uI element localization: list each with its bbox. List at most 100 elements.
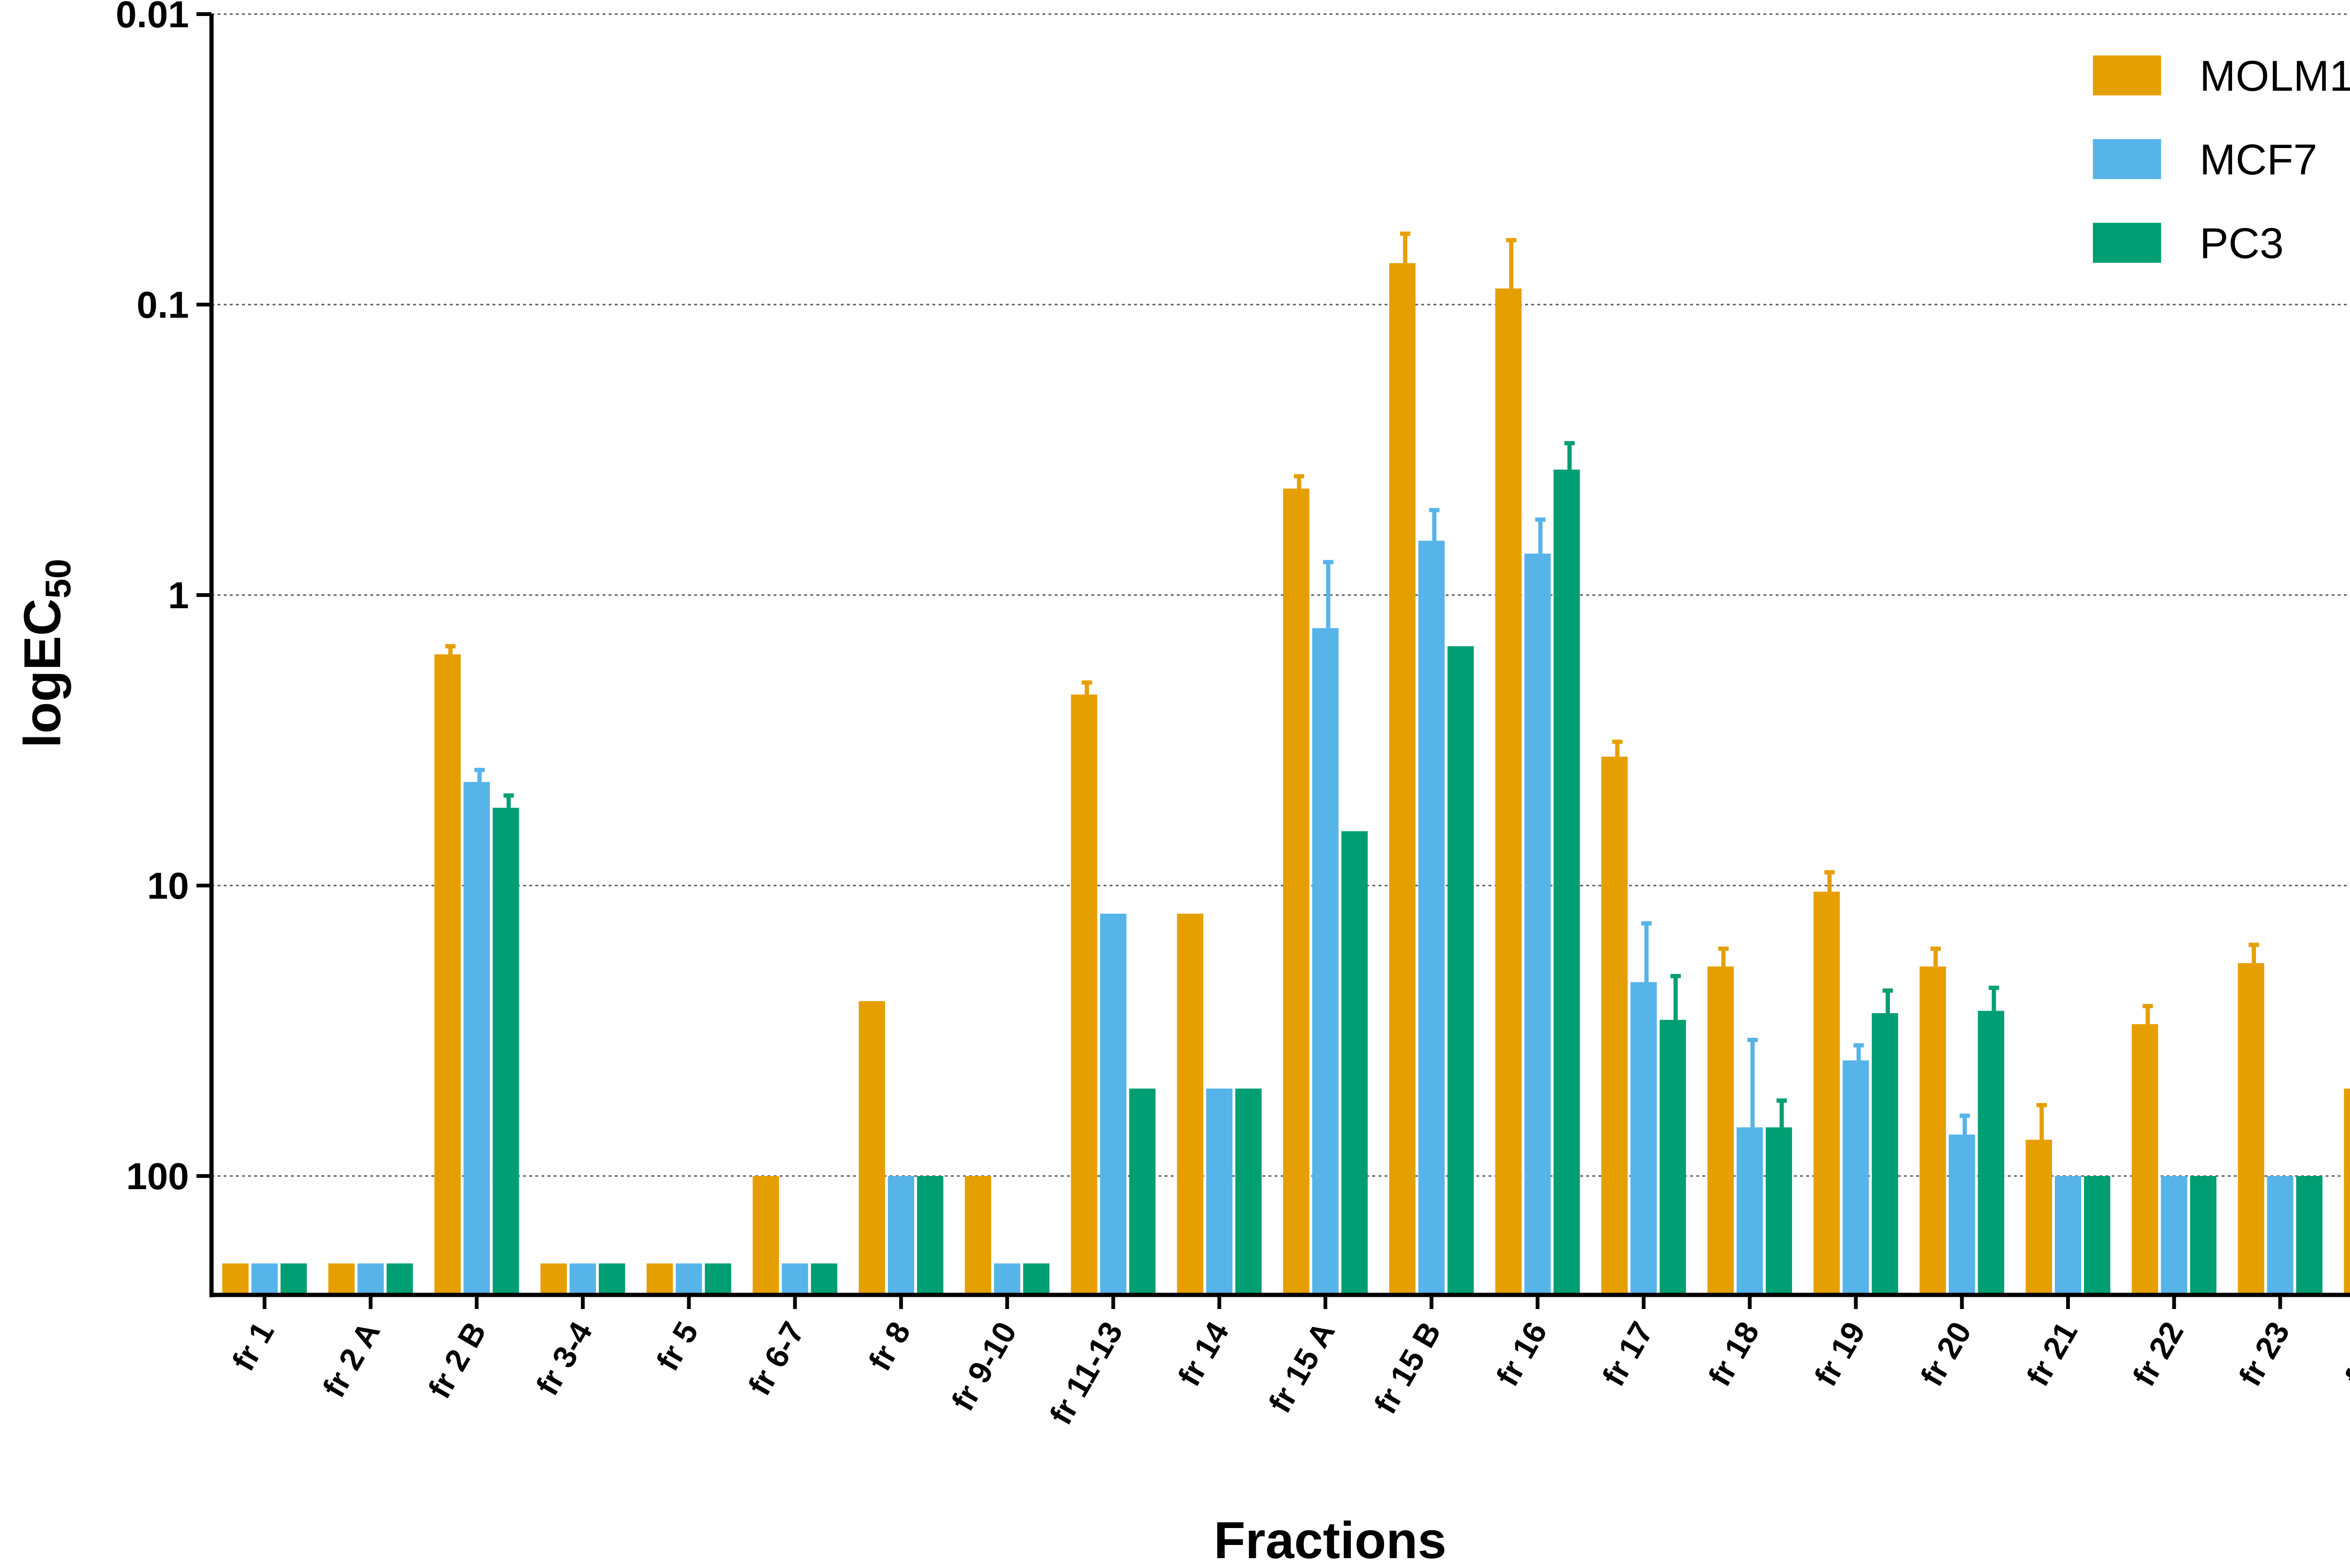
bar-molm13 bbox=[2238, 963, 2264, 1295]
bar-molm13 bbox=[859, 1001, 885, 1295]
bar-pc3 bbox=[1129, 1088, 1156, 1295]
bar-mcf7 bbox=[1630, 982, 1657, 1295]
bar-pc3 bbox=[1447, 646, 1474, 1295]
bar-mcf7 bbox=[1949, 1134, 1975, 1295]
bar-molm13 bbox=[752, 1176, 779, 1295]
x-tick-label: fr 1 bbox=[225, 1316, 281, 1377]
legend: MOLM13 MCF7 PC3 bbox=[2093, 52, 2350, 267]
bar-molm13 bbox=[1283, 488, 1309, 1295]
bar-molm13 bbox=[1601, 756, 1628, 1295]
bar-mcf7 bbox=[1100, 913, 1127, 1295]
x-tick-label: fr 24 bbox=[2338, 1316, 2350, 1392]
y-tick-label: 10 bbox=[147, 865, 189, 907]
bar-pc3 bbox=[811, 1263, 838, 1295]
bar-pc3 bbox=[1660, 1019, 1686, 1295]
x-tick-label: fr 22 bbox=[2126, 1316, 2191, 1392]
x-tick-label: fr 21 bbox=[2020, 1316, 2084, 1392]
x-tick-label: fr 6-7 bbox=[741, 1316, 811, 1402]
axes bbox=[209, 14, 2350, 1297]
bar-mcf7 bbox=[357, 1263, 384, 1295]
legend-swatch-molm13 bbox=[2093, 55, 2161, 95]
x-tick-label: fr 14 bbox=[1171, 1316, 1236, 1392]
bar-pc3 bbox=[1765, 1127, 1792, 1295]
x-tick-label: fr 19 bbox=[1808, 1316, 1872, 1392]
legend-label-pc3: PC3 bbox=[2200, 220, 2284, 267]
bar-mcf7 bbox=[2161, 1176, 2187, 1295]
bar-molm13 bbox=[328, 1263, 355, 1295]
legend-label-mcf7: MCF7 bbox=[2200, 136, 2317, 184]
bar-molm13 bbox=[1071, 694, 1097, 1295]
bar-mcf7 bbox=[570, 1263, 596, 1295]
bar-pc3 bbox=[1872, 1013, 1898, 1295]
y-tick-label: 0.01 bbox=[116, 0, 189, 35]
x-tick-label: fr 11-13 bbox=[1043, 1316, 1130, 1431]
bar-molm13 bbox=[2026, 1139, 2052, 1295]
x-tick-label: fr 3-4 bbox=[529, 1316, 599, 1401]
bar-mcf7 bbox=[463, 782, 490, 1295]
x-tick-label: fr 15 A bbox=[1262, 1316, 1342, 1419]
bar-pc3 bbox=[1023, 1263, 1050, 1295]
bar-molm13 bbox=[964, 1176, 991, 1295]
y-ticks: 0.01 0.1 1 10 100 bbox=[116, 0, 212, 1197]
bar-molm13 bbox=[646, 1263, 673, 1295]
bar-pc3 bbox=[2084, 1176, 2110, 1295]
bar-molm13 bbox=[540, 1263, 567, 1295]
legend-swatch-pc3 bbox=[2093, 223, 2161, 263]
bar-pc3 bbox=[917, 1176, 944, 1295]
bar-pc3 bbox=[386, 1263, 413, 1295]
bar-mcf7 bbox=[1524, 553, 1551, 1295]
bar-pc3 bbox=[705, 1263, 731, 1295]
bar-molm13 bbox=[1919, 966, 1946, 1295]
bar-mcf7 bbox=[888, 1176, 915, 1295]
bar-molm13 bbox=[2344, 1088, 2350, 1295]
x-tick-label: fr 15 B bbox=[1367, 1316, 1448, 1420]
x-tick-label: fr 8 bbox=[862, 1316, 917, 1377]
x-tick-label: fr 5 bbox=[650, 1316, 705, 1377]
legend-swatch-mcf7 bbox=[2093, 139, 2161, 179]
bar-mcf7 bbox=[675, 1263, 702, 1295]
x-tick-label: fr 2 B bbox=[422, 1316, 494, 1405]
bar-molm13 bbox=[1389, 263, 1416, 1295]
bar-mcf7 bbox=[1418, 541, 1445, 1295]
error-bars bbox=[445, 231, 2259, 1140]
x-tick-label: fr 2 A bbox=[316, 1316, 387, 1403]
bar-molm13 bbox=[434, 654, 461, 1295]
bar-mcf7 bbox=[782, 1263, 808, 1295]
bar-molm13 bbox=[2131, 1024, 2158, 1295]
bar-mcf7 bbox=[1312, 628, 1339, 1295]
bar-pc3 bbox=[1235, 1088, 1262, 1295]
bar-pc3 bbox=[1553, 470, 1580, 1295]
bar-mcf7 bbox=[251, 1263, 278, 1295]
y-tick-label: 0.1 bbox=[137, 284, 189, 326]
bar-mcf7 bbox=[2055, 1176, 2081, 1295]
bar-mcf7 bbox=[1206, 1088, 1233, 1295]
bar-molm13 bbox=[1177, 913, 1204, 1295]
y-axis-title-main: logEC bbox=[14, 598, 71, 748]
bar-molm13 bbox=[1813, 892, 1840, 1295]
bar-mcf7 bbox=[1842, 1060, 1869, 1295]
x-tick-label: fr 18 bbox=[1701, 1316, 1766, 1392]
bar-series bbox=[222, 263, 2350, 1295]
bar-pc3 bbox=[2190, 1176, 2217, 1295]
bar-pc3 bbox=[599, 1263, 625, 1295]
bar-molm13 bbox=[222, 1263, 249, 1295]
bar-pc3 bbox=[2296, 1176, 2323, 1295]
x-tick-label: fr 16 bbox=[1489, 1316, 1554, 1392]
bar-mcf7 bbox=[994, 1263, 1020, 1295]
y-tick-label: 100 bbox=[126, 1155, 189, 1197]
y-axis-title-subscript: 50 bbox=[39, 559, 78, 599]
y-axis-title: logEC50 bbox=[14, 559, 78, 748]
bar-pc3 bbox=[493, 808, 519, 1295]
bar-pc3 bbox=[280, 1263, 307, 1295]
bar-mcf7 bbox=[1736, 1127, 1763, 1295]
bar-pc3 bbox=[1341, 831, 1368, 1295]
bar-pc3 bbox=[1978, 1011, 2005, 1295]
x-tick-label: fr 23 bbox=[2232, 1316, 2297, 1392]
legend-label-molm13: MOLM13 bbox=[2200, 52, 2350, 100]
x-axis-title: Fractions bbox=[1214, 1512, 1446, 1568]
x-ticks: fr 1 fr 2 A fr 2 B fr 3-4 fr 5 fr 6-7 fr 8 fr 9… bbox=[225, 1295, 2350, 1431]
bar-molm13 bbox=[1495, 288, 1522, 1295]
x-tick-label: fr 20 bbox=[1914, 1316, 1979, 1392]
bar-mcf7 bbox=[2267, 1176, 2294, 1295]
